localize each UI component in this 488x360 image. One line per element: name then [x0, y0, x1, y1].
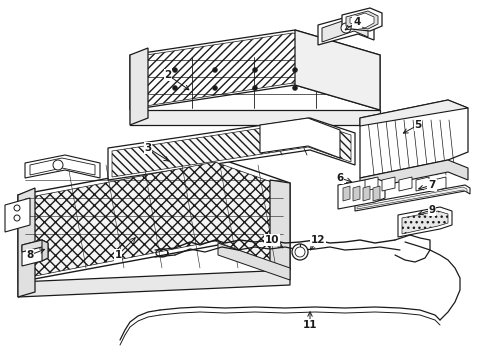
Polygon shape [269, 180, 289, 270]
Text: 4: 4 [353, 17, 360, 27]
Polygon shape [364, 177, 377, 191]
Circle shape [340, 23, 350, 33]
Text: 10: 10 [264, 235, 279, 245]
Polygon shape [349, 13, 373, 28]
Polygon shape [18, 270, 289, 297]
Circle shape [252, 85, 257, 90]
Polygon shape [356, 187, 466, 209]
Text: 2: 2 [164, 70, 171, 80]
Polygon shape [130, 30, 379, 110]
Text: 11: 11 [302, 320, 317, 330]
Circle shape [53, 160, 63, 170]
Polygon shape [398, 177, 411, 191]
Text: 6: 6 [336, 173, 343, 183]
Polygon shape [432, 177, 445, 191]
Polygon shape [218, 243, 289, 280]
Polygon shape [18, 158, 289, 282]
Polygon shape [381, 177, 394, 191]
Polygon shape [354, 185, 469, 211]
Polygon shape [112, 121, 350, 177]
Circle shape [292, 85, 297, 90]
Circle shape [212, 85, 217, 90]
Circle shape [212, 68, 217, 72]
Polygon shape [341, 8, 381, 31]
Text: 8: 8 [26, 250, 34, 260]
Circle shape [294, 247, 305, 257]
Polygon shape [317, 14, 373, 45]
Polygon shape [352, 186, 359, 201]
Text: 7: 7 [427, 180, 435, 190]
Text: 5: 5 [413, 120, 421, 130]
Polygon shape [294, 30, 379, 110]
Polygon shape [359, 160, 467, 190]
Polygon shape [42, 240, 48, 261]
Polygon shape [25, 162, 283, 278]
Polygon shape [359, 100, 467, 178]
Polygon shape [5, 198, 30, 232]
Polygon shape [30, 158, 95, 175]
Polygon shape [415, 177, 428, 191]
Polygon shape [342, 186, 349, 201]
Polygon shape [260, 118, 339, 158]
Text: 1: 1 [114, 250, 122, 260]
Polygon shape [337, 178, 384, 209]
Polygon shape [362, 186, 369, 201]
Polygon shape [18, 188, 35, 297]
Polygon shape [22, 240, 46, 252]
Polygon shape [22, 240, 48, 266]
Polygon shape [130, 110, 379, 125]
Circle shape [14, 215, 20, 221]
Polygon shape [25, 155, 100, 178]
Polygon shape [359, 100, 467, 126]
Circle shape [172, 85, 177, 90]
Circle shape [172, 68, 177, 72]
Text: 9: 9 [427, 205, 435, 215]
Polygon shape [401, 211, 447, 234]
Polygon shape [346, 11, 377, 29]
Text: 3: 3 [144, 143, 151, 153]
Polygon shape [108, 118, 354, 180]
Circle shape [291, 244, 307, 260]
Circle shape [292, 68, 297, 72]
Polygon shape [372, 186, 379, 201]
Polygon shape [130, 48, 148, 125]
Circle shape [14, 205, 20, 211]
Polygon shape [133, 33, 376, 108]
Polygon shape [397, 207, 451, 237]
Circle shape [252, 68, 257, 72]
Text: 12: 12 [310, 235, 325, 245]
Polygon shape [321, 17, 367, 42]
